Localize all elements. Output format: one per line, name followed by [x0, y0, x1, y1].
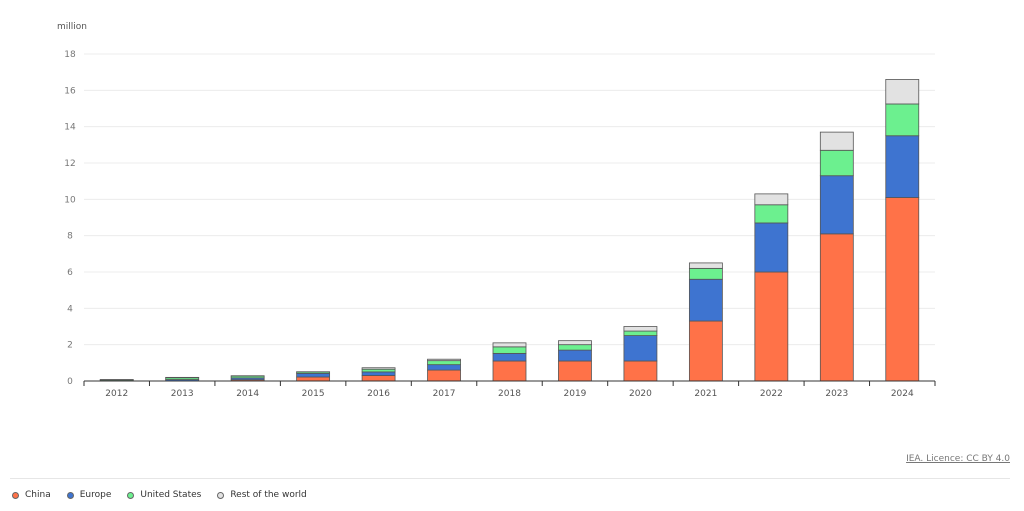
bar-rest-of-the-world-2020	[623, 326, 658, 332]
bar-china-2015	[296, 376, 331, 382]
legend-label: United States	[140, 490, 202, 500]
source-licence-link[interactable]: IEA. Licence: CC BY 4.0	[906, 454, 1010, 464]
x-tick-label: 2021	[694, 389, 717, 399]
bar-united-states-2016	[361, 368, 396, 373]
bar-united-states-2018	[492, 346, 527, 354]
y-axis-unit-label: million	[57, 22, 87, 32]
bar-europe-2021	[688, 278, 723, 322]
bar-europe-2016	[361, 371, 396, 376]
bar-europe-2023	[819, 175, 854, 235]
bar-europe-2015	[296, 372, 331, 378]
bar-rest-of-the-world-2021	[688, 262, 723, 269]
bar-united-states-2022	[754, 204, 789, 224]
bar-united-states-2020	[623, 330, 658, 336]
x-tick-label: 2024	[891, 389, 914, 399]
y-tick-label: 2	[67, 341, 73, 351]
bar-china-2022	[754, 271, 789, 382]
bar-europe-2018	[492, 352, 527, 362]
y-tick-label: 6	[67, 268, 73, 278]
bar-china-2019	[558, 360, 592, 382]
bar-europe-2022	[754, 222, 789, 273]
divider	[10, 478, 1010, 479]
bar-europe-2020	[623, 335, 658, 362]
y-tick-label: 10	[64, 195, 76, 205]
legend-item-europe[interactable]: Europe	[66, 490, 112, 500]
bar-china-2024	[885, 197, 920, 382]
stacked-bar-chart: 0 2 4 6 8 10 12 14 16 18 2012 2013 2014 2015 2016 2017 2…	[64, 50, 936, 399]
x-tick-label: 2022	[760, 389, 783, 399]
legend-swatch-icon	[217, 491, 225, 499]
y-tick-label: 14	[64, 123, 76, 133]
y-tick-label: 0	[67, 377, 73, 387]
legend-label: Rest of the world	[230, 490, 307, 500]
legend-label: Europe	[79, 490, 112, 500]
bar-china-2018	[492, 360, 527, 382]
legend-item-united-states[interactable]: United States	[127, 490, 201, 500]
bar-rest-of-the-world-2019	[558, 340, 592, 346]
bar-united-states-2021	[688, 267, 723, 280]
legend-label: China	[25, 490, 51, 500]
legend-swatch-icon	[127, 491, 135, 499]
y-tick-label: 12	[64, 159, 75, 169]
legend-item-china[interactable]: China	[12, 490, 51, 500]
x-tick-label: 2023	[825, 389, 848, 399]
bar-europe-2019	[558, 349, 592, 362]
y-tick-label: 8	[67, 232, 73, 242]
legend-item-rest-of-the-world[interactable]: Rest of the world	[217, 490, 307, 500]
bar-rest-of-the-world-2024	[885, 79, 920, 105]
bar-rest-of-the-world-2017	[427, 358, 461, 362]
y-tick-label: 4	[67, 304, 73, 314]
bar-europe-2024	[885, 135, 920, 198]
bar-china-2017	[427, 369, 461, 382]
bar-china-2023	[819, 233, 854, 382]
bar-united-states-2023	[819, 149, 854, 177]
bar-rest-of-the-world-2018	[492, 342, 527, 348]
y-tick-label: 18	[64, 50, 76, 60]
bar-china-2016	[361, 375, 396, 382]
bar-china-2020	[623, 360, 658, 382]
x-tick-label: 2019	[564, 389, 587, 399]
bar-rest-of-the-world-2016	[361, 367, 396, 370]
bar-united-states-2019	[558, 344, 592, 351]
legend: China Europe United States Rest of the worl…	[12, 490, 307, 500]
bar-europe-2017	[427, 364, 461, 371]
legend-swatch-icon	[66, 491, 74, 499]
x-tick-label: 2014	[236, 389, 259, 399]
y-tick-label: 16	[64, 86, 76, 96]
bar-rest-of-the-world-2022	[754, 193, 789, 206]
bar-united-states-2024	[885, 103, 920, 137]
x-tick-label: 2018	[498, 389, 521, 399]
x-tick-label: 2015	[302, 389, 325, 399]
x-tick-label: 2016	[367, 389, 390, 399]
x-tick-label: 2017	[433, 389, 456, 399]
bar-china-2021	[688, 320, 723, 382]
bar-united-states-2017	[427, 360, 461, 366]
x-tick-label: 2012	[105, 389, 128, 399]
x-tick-label: 2013	[171, 389, 194, 399]
bar-rest-of-the-world-2023	[819, 131, 854, 151]
x-tick-label: 2020	[629, 389, 652, 399]
legend-swatch-icon	[12, 491, 19, 499]
